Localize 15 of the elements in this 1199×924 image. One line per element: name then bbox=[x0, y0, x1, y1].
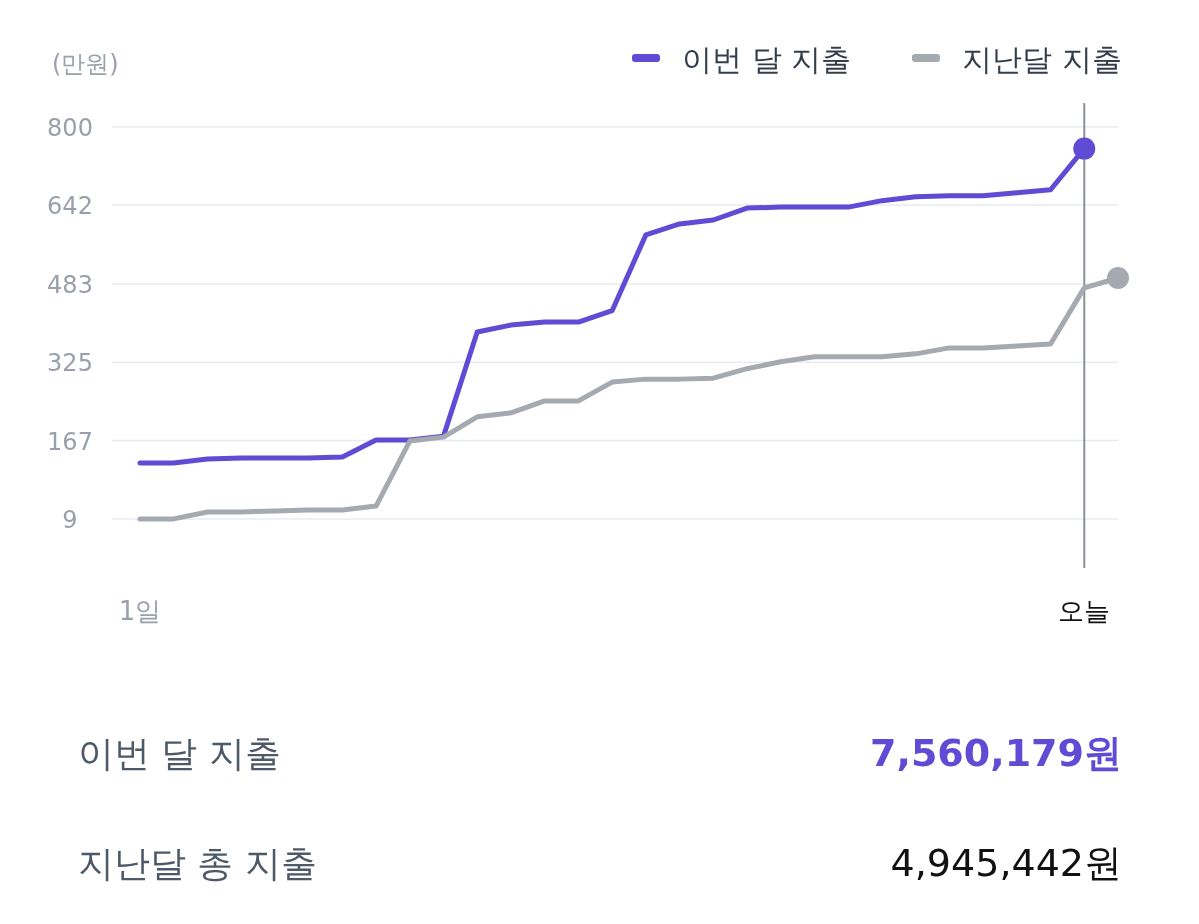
text: 4,945,442원 bbox=[890, 841, 1122, 885]
legend-label: 지난달 지출 bbox=[962, 42, 1122, 77]
y-tick-label: 642 bbox=[47, 192, 93, 221]
text: 7,560,179원 bbox=[870, 731, 1122, 775]
text: 지난달 총 지출 bbox=[78, 843, 317, 884]
y-tick-label: 325 bbox=[47, 349, 93, 378]
y-axis-title: (만원) bbox=[52, 50, 119, 78]
y-tick-label: 167 bbox=[47, 427, 93, 456]
x-tick-label: 1일 bbox=[118, 596, 162, 626]
y-tick-label: 9 bbox=[62, 505, 78, 534]
y-tick-label: 800 bbox=[47, 113, 93, 142]
y-tick-label: 483 bbox=[47, 270, 93, 299]
text: 이번 달 지출 bbox=[78, 733, 281, 774]
x-tick-label: 오늘 bbox=[1058, 596, 1111, 626]
legend-label: 이번 달 지출 bbox=[682, 42, 852, 77]
